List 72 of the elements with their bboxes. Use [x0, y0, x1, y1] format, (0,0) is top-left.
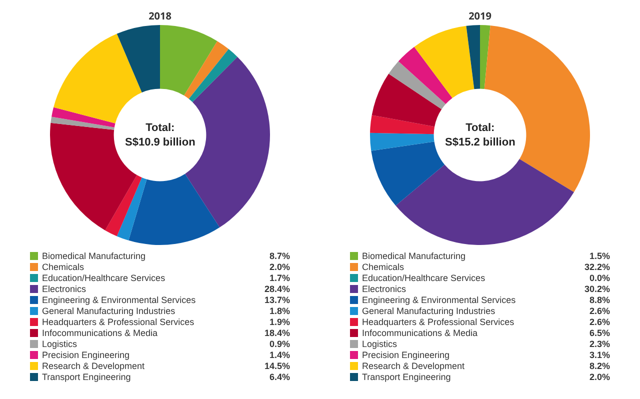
legend-label: Biomedical Manufacturing — [362, 250, 467, 260]
data-label: 14.5% — [264, 360, 290, 370]
donut-slice — [160, 25, 218, 96]
legend-label: Precision Engineering — [42, 350, 131, 360]
data-label: 1.4% — [269, 350, 290, 360]
donut-slice — [184, 41, 229, 99]
data-label: 18.4% — [264, 328, 290, 338]
data-label: 8.8% — [589, 294, 610, 304]
data-label: 13.7% — [264, 294, 290, 304]
data-label: 2.6% — [589, 316, 610, 326]
donut-slice — [52, 107, 116, 128]
donut-slice — [116, 178, 147, 240]
donut-slice — [388, 61, 446, 110]
data-label: 2.6% — [589, 306, 610, 316]
legend-label: Education/Healthcare Services — [362, 272, 486, 282]
legend-label: Logistics — [362, 338, 398, 348]
data-label: 32.2% — [584, 262, 610, 272]
donut-slice — [188, 49, 238, 102]
legend-label: General Manufacturing Industries — [42, 306, 176, 316]
legend-label: Engineering & Environmental Services — [362, 294, 517, 304]
legend-label: Headquarters & Professional Services — [362, 316, 516, 326]
donut-slice — [466, 25, 480, 90]
data-label: 2.3% — [589, 338, 610, 348]
legend-label: Biomedical Manufacturing — [42, 250, 147, 260]
legend-label: Electronics — [42, 284, 88, 294]
text: 0.0% — [589, 272, 610, 282]
data-label: 1.7% — [269, 272, 290, 282]
legend-label: Headquarters & Professional Services — [42, 316, 196, 326]
donut-slice — [372, 74, 442, 127]
chart-title: 2019 — [468, 8, 492, 22]
legend-label: General Manufacturing Industries — [362, 306, 496, 316]
donut-slice — [414, 26, 474, 98]
donut-slice — [396, 159, 574, 245]
legend-label: Logistics — [42, 338, 78, 348]
donut-slice — [371, 142, 445, 206]
donut-slice — [105, 175, 142, 236]
legend-label: Transport Engineering — [362, 372, 452, 382]
legend-label: Research & Development — [362, 360, 466, 370]
text: Total: S$10.9 billion — [125, 122, 196, 148]
legend-label: Electronics — [362, 284, 408, 294]
data-label: 28.4% — [264, 284, 290, 294]
donut-slice — [50, 116, 114, 130]
donut-slice — [398, 46, 452, 104]
data-label: 3.1% — [589, 350, 610, 360]
donut-slice — [116, 25, 160, 92]
data-label: 0.9% — [269, 338, 290, 348]
legend-label: Research & Development — [42, 360, 146, 370]
data-label: 8.2% — [589, 360, 610, 370]
donut-slice — [480, 25, 490, 90]
text: Total: S$15.2 billion — [445, 122, 516, 148]
data-label: 2.0% — [269, 262, 290, 272]
data-label: 1.9% — [269, 316, 290, 326]
legend-label: Transport Engineering — [42, 372, 132, 382]
data-label: 6.5% — [589, 328, 610, 338]
legend-label: Engineering & Environmental Services — [42, 294, 197, 304]
data-label: 6.4% — [269, 372, 290, 382]
data-label: 8.7% — [269, 250, 290, 260]
legend-label: Chemicals — [42, 262, 86, 272]
legend-label: Precision Engineering — [362, 350, 451, 360]
donut-slice — [54, 34, 142, 124]
donut-slice — [370, 115, 435, 134]
data-label: 2.0% — [589, 372, 610, 382]
legend-label: Chemicals — [362, 262, 406, 272]
data-label: 1.5% — [589, 250, 610, 260]
legend-label: Education/Healthcare Services — [42, 272, 166, 282]
donut-slice — [370, 132, 434, 151]
chart-title: 2018 — [148, 8, 172, 22]
data-label: 30.2% — [584, 284, 610, 294]
donut-slice — [128, 174, 220, 245]
legend-label: Infocommunications & Media — [362, 328, 479, 338]
legend-label: Infocommunications & Media — [42, 328, 159, 338]
data-label: 1.8% — [269, 306, 290, 316]
